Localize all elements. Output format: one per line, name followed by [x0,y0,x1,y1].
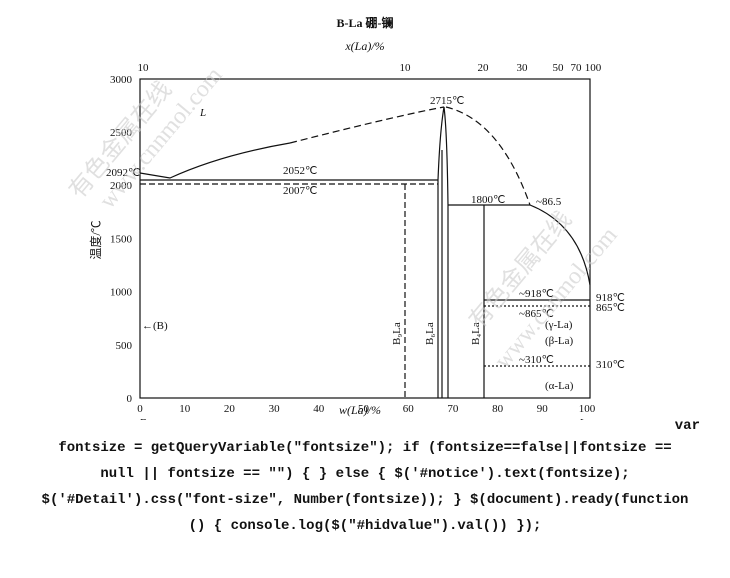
bottom-tick-label: 20 [224,403,236,415]
phase-label: B₉La [391,322,403,345]
left-axis-label: 温度/℃ [88,220,103,259]
end-label: La [580,417,592,420]
frame [139,78,591,399]
phase-line [437,106,449,398]
annotation: (β-La) [545,335,574,347]
transition-dotted [484,305,590,367]
end-label: B [140,417,147,420]
left-tick-label: 3000 [110,74,133,86]
top-tick-label: 100 [585,62,602,74]
annotation: ~865℃ [519,308,554,320]
title: B-La 硼-镧 [336,15,393,30]
annotation: 2052℃ [283,165,317,177]
top-tick-label: 70 [571,62,583,74]
top-tick-label: 10 [400,62,412,74]
top-tick-label: 10 [138,62,150,74]
annotation: ~310℃ [519,354,554,366]
code-line: fontsize = getQueryVariable("fontsize");… [58,440,672,456]
phase-label: B₆La [424,322,436,345]
liquidus [529,204,591,286]
left-tick-label: 500 [116,340,133,352]
liquidus-dashed [289,106,445,144]
bottom-tick-label: 70 [447,403,459,415]
left-tick-label: 1500 [110,233,133,245]
annotation: 1800℃ [471,194,505,206]
annotation: ~918℃ [519,288,554,300]
phase-diagram: B-La 硼-镧 x(La)/% w(La)/% 温度/℃ 10 10 20 30 50… [64,15,625,420]
top-axis-label: x(La)/% [344,39,384,53]
annotation: ~86.5 [536,196,562,208]
bottom-tick-label: 30 [269,403,281,415]
diagram-lines [139,78,591,399]
phase-label: B₄La [470,322,482,345]
liquidus [139,142,291,179]
top-tick-label: 30 [517,62,529,74]
bottom-tick-label: 10 [179,403,191,415]
bottom-tick-label: 60 [403,403,415,415]
annotation: 2715℃ [430,95,464,107]
left-tick-label: 2500 [110,127,133,139]
bottom-axis-label: w(La)/% [339,403,381,417]
bottom-tick-label: 0 [137,403,143,415]
annotation: (γ-La) [545,319,573,331]
left-tick-label: 0 [127,393,133,405]
liquidus-dashed [445,106,531,206]
bottom-tick-label: 50 [358,403,370,415]
bottom-tick-label: 40 [313,403,325,415]
annotation: 2092℃ [106,167,140,179]
code-line: null || fontsize == "") { } else { $('#n… [100,466,630,482]
bottom-tick-label: 80 [492,403,504,415]
code-line: var [674,418,700,434]
annotation: L [199,107,206,119]
annotation: ←(B) [142,320,168,332]
annotation: (α-La) [545,380,574,392]
code-line: () { console.log($("#hidvalue").val()) }… [188,518,542,534]
bottom-tick-label: 100 [579,403,596,415]
bottom-tick-label: 90 [537,403,549,415]
annotation: 2007℃ [283,185,317,197]
top-tick-label: 50 [553,62,565,74]
left-tick-label: 1000 [110,287,133,299]
annotation: 865℃ [596,302,625,314]
annotation: 918℃ [596,292,625,304]
code-line: $('#Detail').css("font-size", Number(fon… [41,492,689,508]
left-tick-label: 2000 [110,180,133,192]
top-tick-label: 20 [478,62,490,74]
annotation: 310℃ [596,359,625,371]
